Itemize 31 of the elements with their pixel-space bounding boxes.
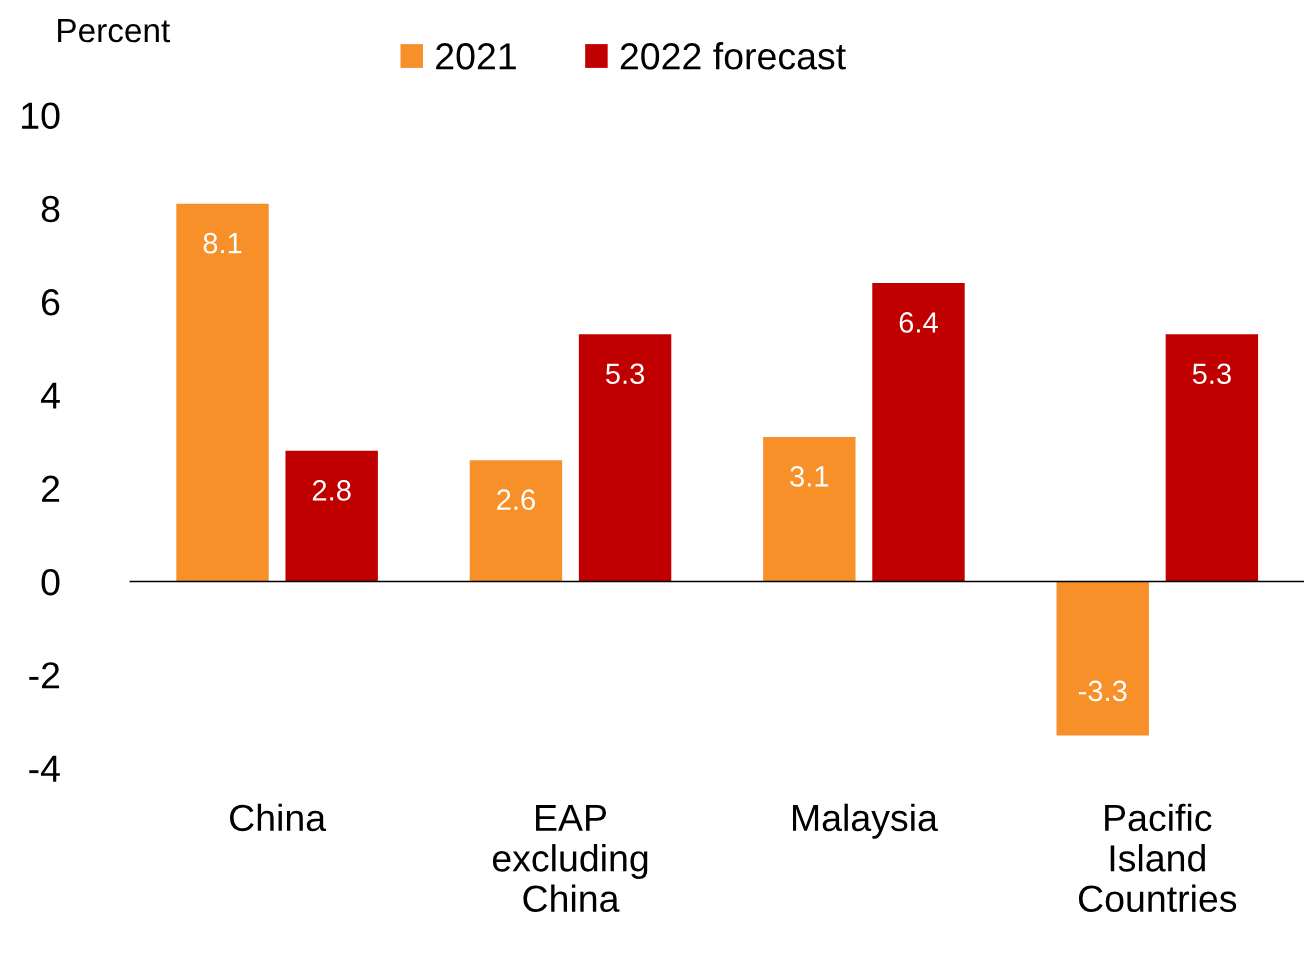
x-tick-label: China	[230, 803, 327, 832]
legend-label: 2021	[436, 43, 516, 70]
x-tick-label: Pacific Island Countries	[1078, 803, 1237, 913]
legend-label: 2022 forecast	[620, 42, 846, 70]
data-label: 5.3	[605, 363, 645, 385]
y-tick-label: 10	[22, 102, 60, 129]
y-tick-label: 0	[41, 568, 60, 596]
y-tick-label: 6	[42, 289, 60, 316]
bar	[1056, 581, 1149, 736]
data-label: 8.1	[203, 232, 242, 254]
bar	[176, 203, 269, 582]
y-tick-label: -2	[29, 662, 60, 689]
data-label: 5.3	[1192, 363, 1231, 385]
data-label: 2.8	[312, 480, 351, 501]
y-axis-title: Percent	[58, 19, 170, 43]
y-tick-label: 2	[41, 475, 60, 502]
bar	[469, 460, 563, 582]
bar	[763, 436, 856, 582]
bar	[872, 282, 965, 582]
y-tick-label: -4	[29, 755, 60, 782]
y-tick-label: 8	[41, 195, 60, 223]
x-tick-label: Malaysia	[793, 803, 938, 839]
bar	[578, 334, 672, 582]
x-tick-label: EAP excluding China	[492, 805, 648, 913]
bar	[285, 450, 378, 582]
data-label: 6.4	[899, 312, 938, 333]
data-label: 2.6	[497, 489, 535, 510]
bar	[1165, 334, 1259, 582]
data-label: -3.3	[1078, 680, 1127, 702]
y-tick-label: 4	[40, 382, 60, 409]
data-label: 3.1	[790, 466, 829, 487]
